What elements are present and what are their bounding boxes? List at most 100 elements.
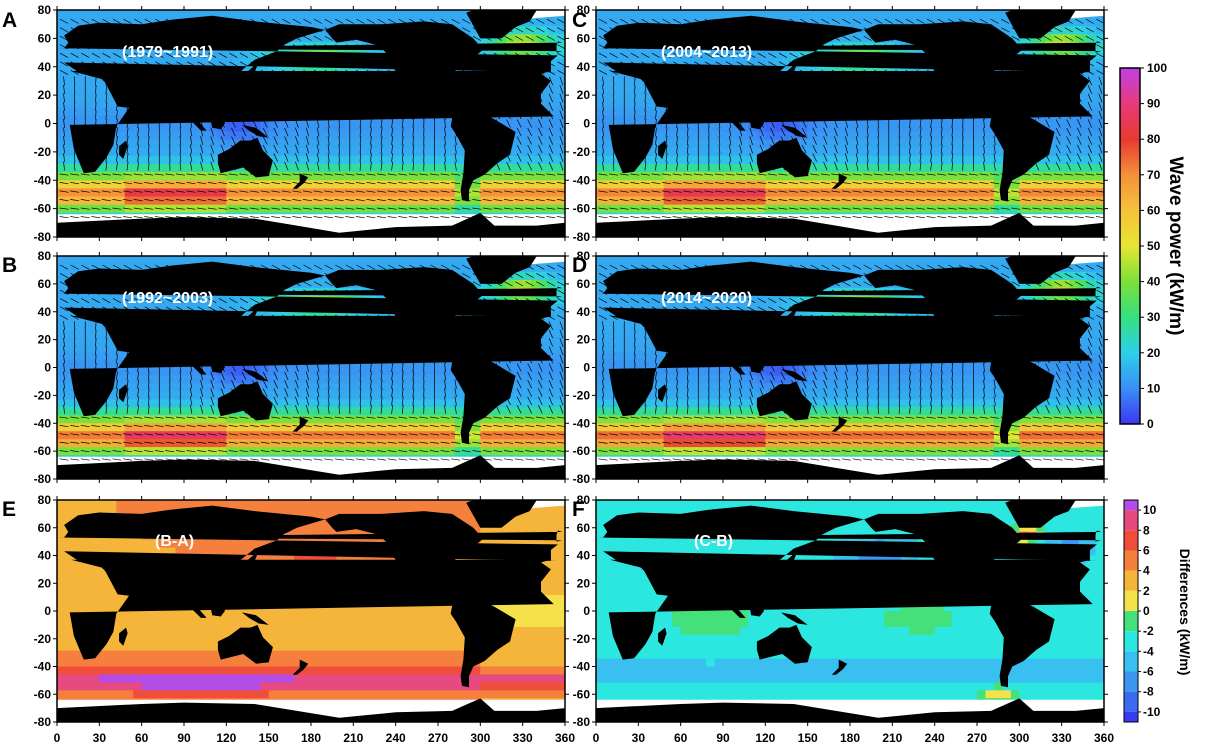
field-cell [934, 172, 944, 181]
field-cell [175, 180, 185, 190]
wave-arrow [391, 84, 394, 94]
field-cell [514, 196, 524, 206]
field-cell [336, 147, 346, 157]
wave-arrow [482, 199, 492, 202]
wave-arrow [485, 110, 490, 120]
wave-arrow [598, 216, 608, 219]
field-cell [1061, 18, 1071, 27]
wave-arrow [189, 161, 193, 171]
field-cell [497, 180, 507, 190]
field-cell [99, 83, 109, 92]
field-cell [773, 196, 783, 206]
field-cell [689, 196, 699, 206]
field-cell [689, 139, 699, 149]
wave-arrow [126, 76, 129, 86]
wave-arrow [366, 52, 376, 58]
wave-arrow [662, 190, 672, 193]
wave-arrow [74, 127, 76, 137]
wave-arrow [770, 119, 775, 128]
wave-arrow [485, 144, 490, 154]
wave-arrow [495, 93, 501, 103]
field-cell [875, 139, 885, 149]
field-cell [167, 10, 177, 19]
field-cell [387, 115, 397, 125]
wave-arrow [454, 84, 457, 94]
field-cell [629, 83, 639, 92]
field-cell [319, 172, 329, 181]
wave-arrow [548, 102, 554, 111]
field-cell [850, 34, 860, 44]
wave-arrow [327, 84, 330, 94]
field-cell [799, 147, 809, 157]
wave-arrow [525, 69, 534, 75]
field-cell [319, 188, 329, 198]
wave-arrow [380, 153, 383, 163]
field-cell [731, 172, 741, 181]
wave-arrow [250, 61, 259, 67]
wave-arrow [651, 199, 661, 202]
field-cell [977, 139, 987, 149]
wave-arrow [81, 27, 90, 33]
field-cell [824, 188, 834, 198]
wave-arrow [693, 173, 703, 176]
wave-arrow [179, 118, 182, 129]
wave-arrow [464, 110, 468, 120]
wave-arrow [250, 18, 259, 24]
wave-arrow [335, 27, 344, 33]
field-cell [65, 10, 75, 19]
field-cell [638, 188, 648, 198]
wave-arrow [620, 44, 629, 50]
wave-arrow [630, 69, 639, 75]
wave-arrow [676, 161, 678, 171]
field-cell [522, 204, 532, 214]
field-cell [57, 99, 67, 108]
wave-arrow [462, 18, 471, 24]
wave-arrow [305, 127, 310, 137]
field-cell [1078, 99, 1088, 108]
field-cell [294, 123, 304, 133]
wave-arrow [514, 182, 524, 185]
wave-arrow [440, 35, 450, 41]
field-cell [514, 139, 524, 149]
field-cell [361, 139, 371, 149]
wave-arrow [613, 84, 615, 94]
wave-arrow [197, 199, 207, 202]
wave-arrow [749, 93, 753, 103]
field-cell [514, 188, 524, 198]
field-cell [243, 188, 253, 198]
wave-arrow [472, 199, 482, 202]
field-cell [858, 147, 868, 157]
field-cell [99, 10, 109, 19]
wave-arrow [693, 207, 703, 210]
wave-arrow [665, 93, 668, 103]
field-cell [192, 147, 202, 157]
field-cell [65, 155, 75, 165]
field-cell [353, 18, 363, 27]
field-cell [1061, 155, 1071, 165]
field-cell [124, 196, 134, 206]
field-cell [934, 115, 944, 125]
wave-arrow [516, 144, 522, 154]
field-cell [1061, 188, 1071, 198]
field-cell [1061, 164, 1071, 173]
field-cell [73, 83, 83, 92]
field-cell [370, 188, 380, 198]
field-cell [505, 172, 515, 181]
field-cell [251, 180, 261, 190]
wave-arrow [759, 102, 764, 111]
field-cell [629, 18, 639, 27]
field-cell [850, 180, 860, 190]
wave-arrow [665, 110, 668, 120]
field-cell [65, 172, 75, 181]
field-cell [917, 147, 927, 157]
wave-arrow [388, 69, 397, 75]
wave-arrow [281, 216, 291, 219]
field-cell [706, 155, 716, 165]
wave-arrow [189, 153, 193, 163]
wave-arrow [186, 52, 196, 58]
wave-arrow [271, 44, 280, 50]
wave-arrow [715, 27, 724, 33]
field-cell [1078, 147, 1088, 157]
wave-arrow [338, 135, 340, 146]
wave-arrow [630, 52, 639, 58]
